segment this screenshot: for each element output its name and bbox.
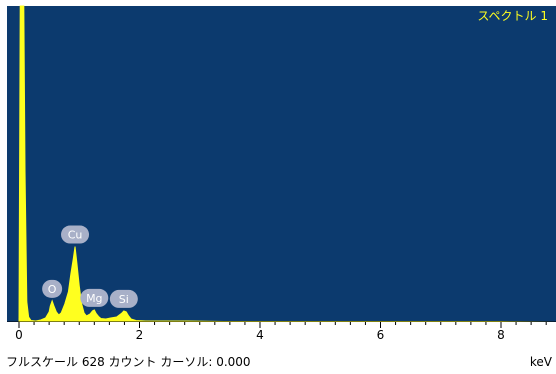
plot-background: [7, 6, 556, 322]
peak-label-text: Mg: [86, 292, 102, 305]
x-tick-label: 0: [15, 328, 23, 342]
x-axis-ticks: 0 2 4 6 8: [7, 322, 556, 352]
peak-badge: [42, 279, 63, 298]
status-text: フルスケール 628 カウント カーソル: 0.000: [6, 355, 251, 369]
peak-label-o: O: [42, 279, 63, 298]
peak-label-text: Si: [119, 293, 129, 306]
peak-badge: [61, 225, 90, 244]
x-axis-band: [7, 322, 556, 352]
peak-label-si: Si: [109, 289, 138, 308]
x-tick-label: 6: [377, 328, 385, 342]
x-tick-label: 2: [136, 328, 144, 342]
peak-badge: [80, 288, 109, 307]
x-tick-label: 4: [256, 328, 264, 342]
peak-label-mg: Mg: [80, 288, 109, 307]
spectrum-area: [18, 5, 556, 323]
peak-label-cu: Cu: [61, 225, 90, 244]
x-unit-label: keV: [530, 355, 553, 369]
spectrum-series: [18, 5, 556, 323]
x-tick-label: 8: [497, 328, 505, 342]
peak-labels: O Cu Mg Si: [42, 225, 138, 308]
peak-badge: [109, 289, 138, 308]
chart-title: スペクトル 1: [477, 9, 548, 23]
peak-label-text: O: [48, 283, 57, 296]
peak-label-text: Cu: [68, 229, 83, 242]
